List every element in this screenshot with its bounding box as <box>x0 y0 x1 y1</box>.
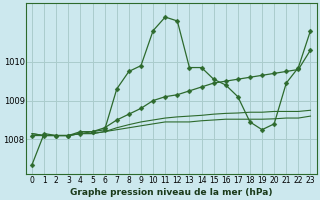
X-axis label: Graphe pression niveau de la mer (hPa): Graphe pression niveau de la mer (hPa) <box>70 188 273 197</box>
